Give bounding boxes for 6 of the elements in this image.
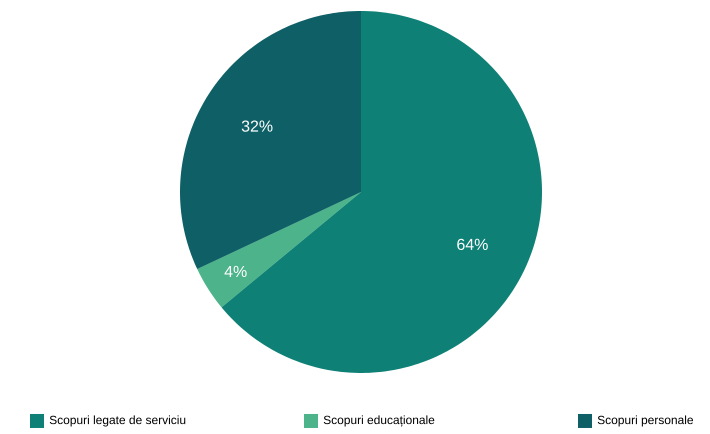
legend-label: Scopuri educaționale	[324, 415, 434, 427]
legend-label: Scopuri legate de serviciu	[50, 415, 186, 427]
data-label: 4%	[224, 266, 247, 278]
legend-label: Scopuri personale	[598, 415, 693, 427]
data-label: 64%	[457, 238, 488, 250]
data-label: 32%	[242, 120, 272, 132]
